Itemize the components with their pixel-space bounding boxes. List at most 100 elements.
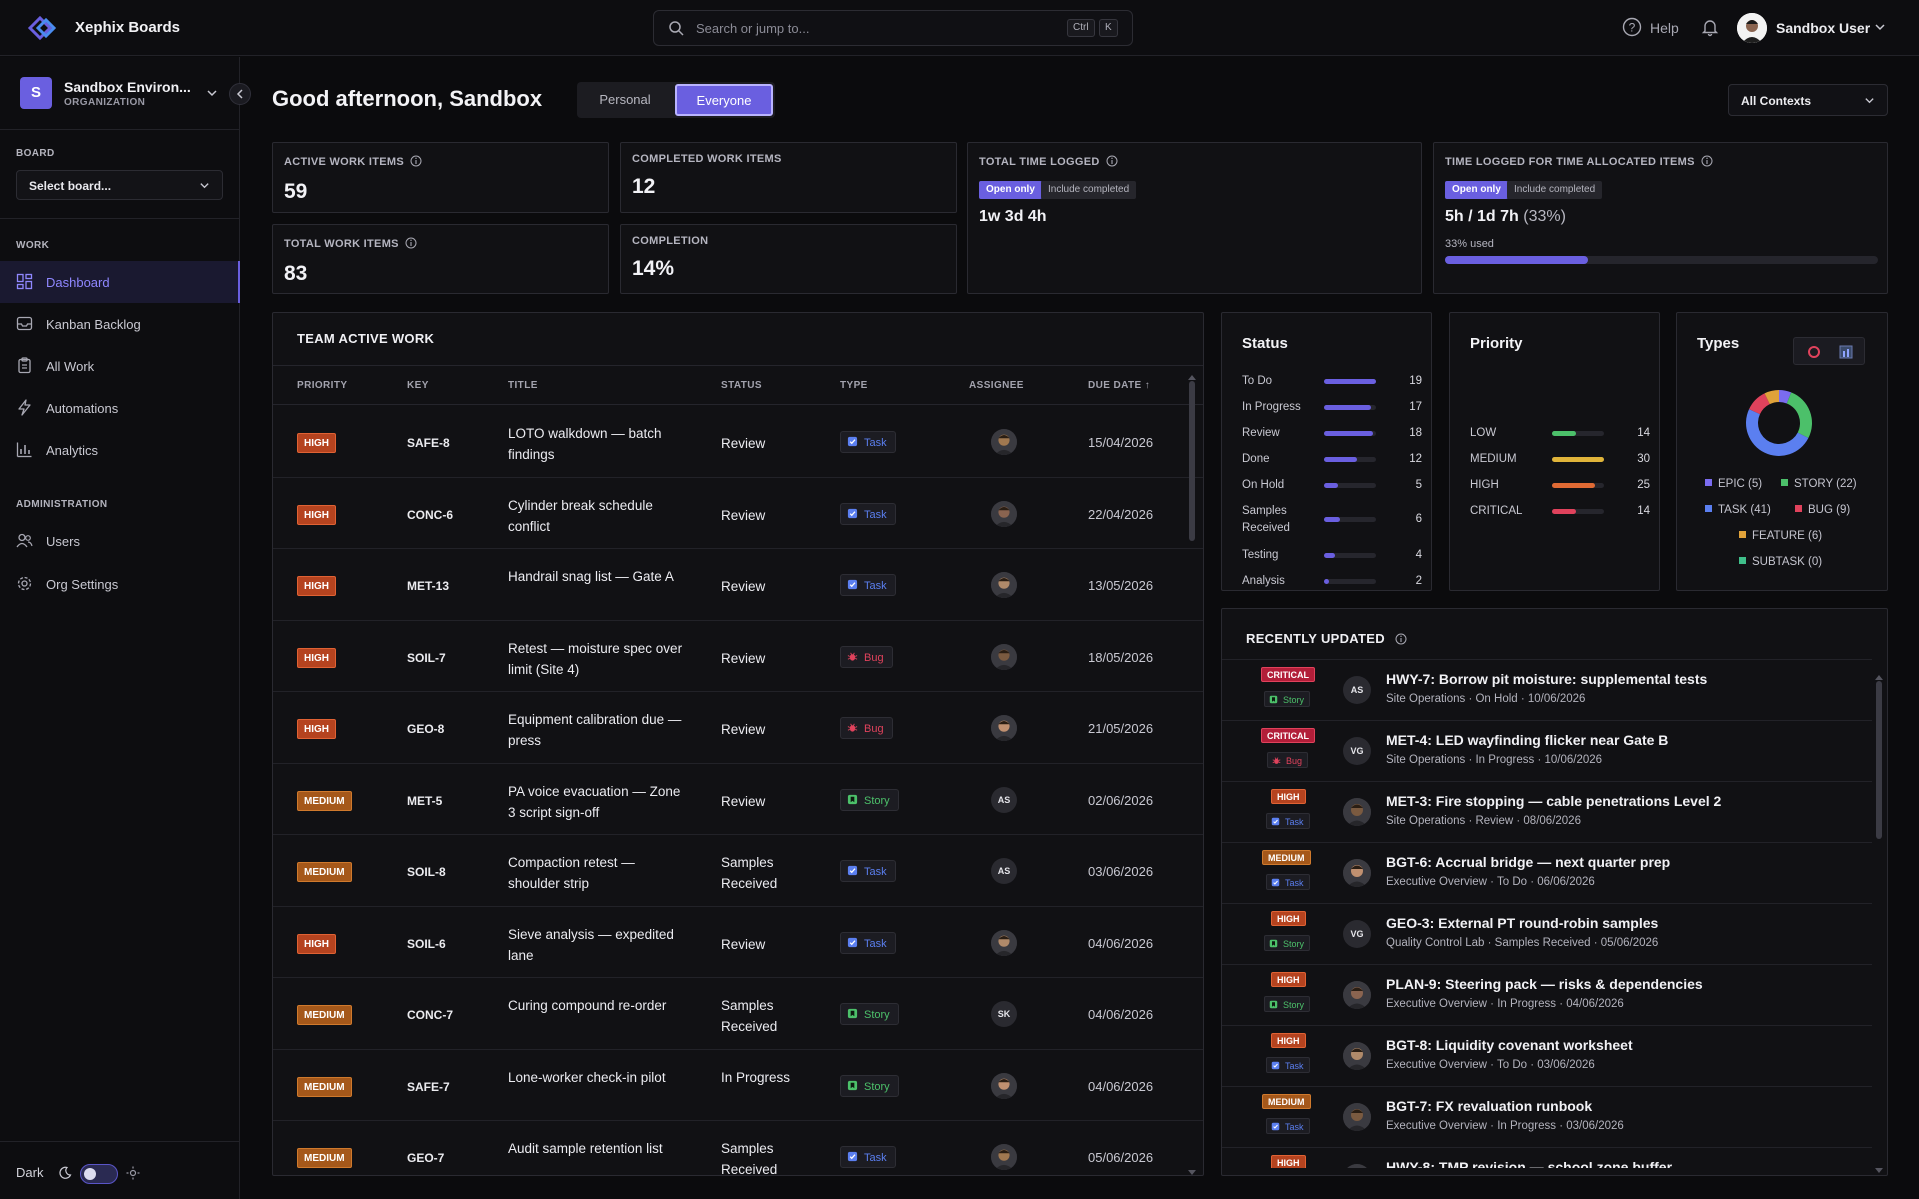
column-header-due-date[interactable]: DUE DATE ↑	[1088, 380, 1151, 391]
column-header-title[interactable]: TITLE	[508, 380, 538, 391]
sidebar-item-org-settings[interactable]: Org Settings	[0, 563, 240, 605]
recent-item[interactable]: CRITICAL Story AS HWY-7: Borrow pit moistur…	[1222, 659, 1872, 720]
work-item-key[interactable]: CONC-7	[407, 1008, 454, 1022]
column-header-status[interactable]: STATUS	[721, 380, 762, 391]
table-row[interactable]: MEDIUM SOIL-8 Compaction retest — shoulder…	[273, 835, 1203, 907]
recent-item[interactable]: HIGH Story VG GEO-3: External PT round-robi…	[1222, 903, 1872, 964]
recent-item-title[interactable]: BGT-7: FX revaluation runbook	[1386, 1098, 1593, 1114]
org-avatar[interactable]: S	[20, 77, 52, 109]
sidebar-item-all-work[interactable]: All Work	[0, 345, 240, 387]
scrollbar-thumb[interactable]	[1189, 381, 1195, 541]
app-logo-icon[interactable]	[26, 14, 60, 42]
user-menu-name[interactable]: Sandbox User	[1776, 20, 1871, 36]
recent-item-title[interactable]: MET-3: Fire stopping — cable penetration…	[1386, 793, 1722, 809]
assignee-avatar[interactable]	[991, 500, 1017, 527]
work-item-title[interactable]: LOTO walkdown — batch findings	[508, 426, 662, 462]
table-row[interactable]: MEDIUM SAFE-7 Lone-worker check-in pilot In…	[273, 1050, 1203, 1121]
assignee-avatar[interactable]	[991, 572, 1017, 598]
tab-everyone[interactable]: Everyone	[675, 84, 773, 116]
assignee-avatar[interactable]	[1343, 1042, 1371, 1070]
assignee-avatar[interactable]: AS	[991, 858, 1017, 884]
assignee-avatar[interactable]: VG	[1343, 737, 1371, 765]
recent-item[interactable]: CRITICAL Bug VG MET-4: LED wayfinding flick…	[1222, 720, 1872, 781]
assignee-avatar[interactable]	[1343, 981, 1371, 1009]
assignee-avatar[interactable]	[991, 429, 1017, 455]
work-item-title[interactable]: PA voice evacuation — Zone 3 script sign…	[508, 783, 681, 820]
assignee-avatar[interactable]: AS	[1343, 676, 1371, 704]
sidebar-item-automations[interactable]: Automations	[0, 387, 240, 429]
legend-item[interactable]: SUBTASK (0)	[1739, 556, 1822, 568]
scroll-up-icon[interactable]	[1187, 373, 1197, 381]
table-row[interactable]: HIGH SOIL-6 Sieve analysis — expedited lan…	[273, 907, 1203, 978]
assignee-avatar[interactable]	[1343, 1164, 1371, 1168]
work-item-key[interactable]: SAFE-7	[407, 1079, 450, 1094]
work-item-key[interactable]: SOIL-8	[407, 865, 446, 879]
global-search-input[interactable]: Search or jump to... Ctrl K	[653, 10, 1133, 46]
assignee-avatar[interactable]: SK	[991, 1001, 1017, 1027]
donut-slice[interactable]	[1764, 390, 1779, 405]
recent-scrollbar[interactable]	[1874, 669, 1884, 1175]
table-row[interactable]: HIGH SOIL-7 Retest — moisture spec over li…	[273, 621, 1203, 692]
assignee-avatar[interactable]	[991, 643, 1017, 670]
assignee-avatar[interactable]	[1343, 1103, 1371, 1131]
sidebar-item-dashboard[interactable]: Dashboard	[0, 261, 240, 303]
recent-item-title[interactable]: HWY-8: TMP revision — school zone buffer	[1386, 1159, 1672, 1168]
column-header-priority[interactable]: PRIORITY	[297, 380, 348, 391]
help-icon[interactable]: ?	[1622, 17, 1642, 37]
work-item-title[interactable]: Handrail snag list — Gate A	[508, 569, 674, 584]
include-completed-toggle[interactable]: Include completed	[1507, 181, 1603, 199]
work-item-key[interactable]: MET-5	[407, 793, 443, 808]
work-item-key[interactable]: MET-13	[407, 579, 450, 593]
work-item-key[interactable]: GEO-8	[407, 722, 445, 736]
org-name[interactable]: Sandbox Environ...	[64, 79, 191, 95]
work-item-title[interactable]: Audit sample retention list	[508, 1141, 663, 1156]
table-row[interactable]: HIGH SAFE-8 LOTO walkdown — batch findings…	[273, 406, 1203, 478]
work-item-key[interactable]: SAFE-8	[407, 436, 450, 450]
assignee-avatar[interactable]	[1343, 859, 1371, 887]
info-icon[interactable]	[410, 155, 422, 167]
donut-slice[interactable]	[1749, 393, 1770, 415]
table-row[interactable]: MEDIUM CONC-7 Curing compound re-order Samp…	[273, 978, 1203, 1050]
work-item-key[interactable]: SOIL-7	[407, 650, 446, 665]
scroll-down-icon[interactable]	[1187, 1169, 1197, 1176]
work-item-title[interactable]: Lone-worker check-in pilot	[508, 1069, 666, 1085]
board-select[interactable]: Select board...	[16, 170, 223, 200]
notifications-bell-icon[interactable]	[1700, 17, 1720, 37]
assignee-avatar[interactable]: AS	[991, 786, 1017, 813]
work-item-key[interactable]: SOIL-6	[407, 936, 446, 951]
work-item-key[interactable]: GEO-7	[407, 1151, 445, 1165]
tab-personal[interactable]: Personal	[599, 92, 651, 107]
table-scrollbar[interactable]	[1187, 369, 1197, 1176]
legend-item[interactable]: BUG (9)	[1795, 504, 1850, 516]
assignee-avatar[interactable]	[991, 715, 1017, 741]
table-row[interactable]: HIGH CONC-6 Cylinder break schedule confli…	[273, 478, 1203, 549]
legend-item[interactable]: TASK (41)	[1705, 504, 1771, 516]
work-item-title[interactable]: Equipment calibration due — press	[508, 712, 682, 748]
recent-item[interactable]: MEDIUM Task BGT-6: Accrual bridge — next q…	[1222, 842, 1872, 903]
work-item-title[interactable]: Sieve analysis — expedited lane	[508, 926, 674, 963]
scroll-down-icon[interactable]	[1874, 1167, 1884, 1175]
table-row[interactable]: HIGH MET-13 Handrail snag list — Gate A Rev…	[273, 549, 1203, 621]
assignee-avatar[interactable]: VG	[1343, 920, 1371, 948]
sidebar-item-users[interactable]: Users	[0, 520, 240, 562]
recent-item-title[interactable]: PLAN-9: Steering pack — risks & dependen…	[1386, 976, 1703, 992]
assignee-avatar[interactable]	[991, 1072, 1017, 1099]
legend-item[interactable]: EPIC (5)	[1705, 478, 1762, 490]
info-icon[interactable]	[405, 237, 417, 249]
scroll-up-icon[interactable]	[1874, 673, 1884, 681]
recent-item[interactable]: MEDIUM Task BGT-7: FX revaluation runbook E…	[1222, 1086, 1872, 1147]
work-item-title[interactable]: Retest — moisture spec over limit (Site …	[508, 640, 683, 677]
donut-slice[interactable]	[1746, 409, 1809, 457]
recent-item[interactable]: HIGH Task BGT-8: Liquidity covenant worksh…	[1222, 1025, 1872, 1086]
context-select[interactable]: All Contexts	[1728, 84, 1888, 116]
recent-item-title[interactable]: BGT-8: Liquidity covenant worksheet	[1386, 1037, 1633, 1053]
work-item-title[interactable]: Cylinder break schedule conflict	[508, 497, 653, 534]
donut-slice[interactable]	[1786, 392, 1812, 439]
recent-item-title[interactable]: HWY-7: Borrow pit moisture: supplemental…	[1386, 671, 1708, 687]
donut-slice[interactable]	[1779, 390, 1792, 404]
table-row[interactable]: MEDIUM MET-5 PA voice evacuation — Zone 3 …	[273, 764, 1203, 835]
bar-chart-icon[interactable]	[1838, 344, 1854, 360]
assignee-avatar[interactable]	[991, 929, 1017, 956]
include-completed-toggle[interactable]: Include completed	[1041, 181, 1137, 199]
recent-item-title[interactable]: BGT-6: Accrual bridge — next quarter pre…	[1386, 854, 1671, 870]
